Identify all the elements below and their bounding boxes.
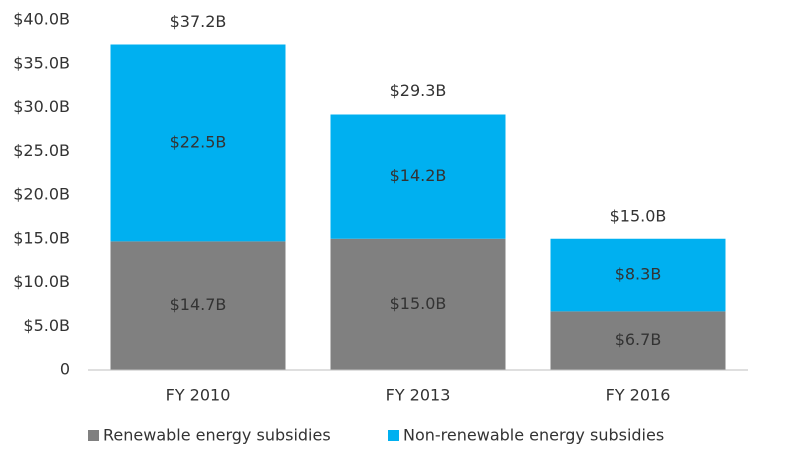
legend-swatch	[388, 430, 399, 441]
bar-segment	[550, 238, 726, 312]
y-tick-label: $25.0B	[13, 141, 70, 160]
data-label: $15.0B	[390, 294, 447, 313]
data-label: $14.2B	[390, 166, 447, 185]
y-tick-label: $10.0B	[13, 272, 70, 291]
y-tick-label: $5.0B	[23, 316, 70, 335]
data-label: $14.7B	[170, 295, 227, 314]
x-tick-label: FY 2013	[386, 386, 451, 405]
legend-swatch	[88, 430, 99, 441]
bar-segment	[330, 238, 506, 370]
legend-label: Non-renewable energy subsidies	[403, 426, 664, 445]
bar-segment	[330, 114, 506, 239]
x-tick-label: FY 2016	[606, 386, 671, 405]
total-label: $29.3B	[390, 81, 447, 100]
y-tick-label: $15.0B	[13, 228, 70, 247]
y-tick-label: $40.0B	[13, 10, 70, 29]
data-label: $8.3B	[615, 265, 662, 284]
y-tick-label: $35.0B	[13, 53, 70, 72]
bar-segment	[110, 241, 286, 370]
y-tick-label: $30.0B	[13, 97, 70, 116]
total-label: $15.0B	[610, 206, 667, 225]
data-label: $6.7B	[615, 330, 662, 349]
data-label: $22.5B	[170, 132, 227, 151]
y-tick-label: $20.0B	[13, 185, 70, 204]
bar-segment	[110, 44, 286, 242]
bar-segment	[550, 311, 726, 370]
total-label: $37.2B	[170, 12, 227, 31]
legend-label: Renewable energy subsidies	[103, 426, 331, 445]
x-tick-label: FY 2010	[166, 386, 231, 405]
y-tick-label: 0	[60, 360, 70, 379]
